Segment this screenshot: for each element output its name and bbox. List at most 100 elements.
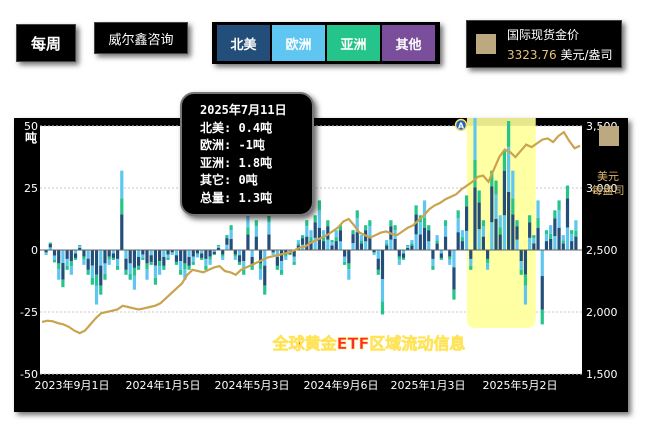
tab-asia[interactable]: 亚洲 (327, 25, 380, 61)
flow-bar (561, 235, 565, 241)
tab-north-america[interactable]: 北美 (217, 25, 270, 61)
x-tick-label: 2024年1月5日 (126, 378, 201, 392)
flow-bar (195, 254, 200, 258)
flow-bar (141, 250, 145, 255)
flow-bar (57, 263, 61, 270)
flow-bar (115, 265, 120, 270)
flow-bar (162, 250, 166, 257)
flow-bar (99, 265, 103, 286)
flow-bar (469, 258, 473, 266)
flow-bar (107, 256, 111, 260)
flow-bar (52, 250, 57, 256)
flow-bar (523, 274, 528, 286)
gold-price-swatch (476, 34, 496, 54)
flow-bar (410, 240, 414, 244)
flow-bar (279, 261, 284, 270)
flow-bar (233, 250, 237, 255)
flow-bar (368, 220, 372, 227)
flow-bar (313, 222, 317, 238)
flow-bar (322, 237, 326, 242)
y2-tick-label: 2,000 (586, 306, 618, 319)
flow-bar (288, 250, 292, 252)
brand-button[interactable]: 威尔鑫咨询 (94, 22, 188, 54)
tooltip-line: 总量: 1.3吨 (200, 190, 273, 205)
flow-bar (179, 250, 183, 262)
x-tick-label: 2023年9月1日 (35, 378, 110, 392)
flow-bar (464, 206, 469, 231)
flow-bar (477, 190, 481, 203)
flow-bar (498, 215, 502, 228)
flow-bar (536, 200, 540, 218)
flow-bar (490, 170, 494, 187)
x-tick-label: 2024年9月6日 (304, 378, 379, 392)
flow-bar (246, 234, 250, 250)
flow-bar (494, 194, 498, 219)
flow-bar (128, 263, 132, 274)
flow-bar (90, 277, 94, 285)
flow-bar (300, 235, 305, 239)
y-tick-label: 50 (24, 120, 38, 133)
flow-bar (456, 218, 460, 233)
flow-bar (162, 256, 166, 266)
weekly-button[interactable]: 每周 (16, 24, 76, 62)
gold-price-line (41, 130, 581, 335)
flow-bar (376, 250, 380, 259)
flow-bar (486, 258, 490, 263)
x-tick-label: 2025年5月2日 (483, 378, 558, 392)
flow-bar (179, 269, 183, 275)
flow-bar (380, 279, 385, 302)
flow-bar (82, 250, 86, 257)
flow-bar (90, 250, 94, 266)
flow-bar (355, 210, 359, 219)
flow-bar (187, 250, 191, 257)
flow-bar (431, 258, 435, 266)
flow-bar (544, 241, 549, 250)
flow-bar (477, 202, 481, 230)
flow-bar (242, 269, 246, 275)
flow-bar (359, 243, 364, 250)
flow-bar (439, 250, 443, 254)
flow-bar (414, 214, 418, 235)
flow-bar (406, 247, 410, 250)
y-tick-label: -50 (20, 368, 38, 381)
flow-bar (124, 258, 128, 270)
flow-bar (570, 241, 574, 250)
flow-bar (263, 265, 267, 286)
flow-bar (94, 274, 99, 286)
flow-bar (132, 250, 136, 268)
flow-bar (473, 118, 477, 160)
flow-bar (267, 215, 271, 223)
flow-bar (179, 261, 183, 270)
flow-bar (347, 269, 351, 280)
tab-europe[interactable]: 欧洲 (272, 25, 325, 61)
etf-flow-chart: 吨50250-25-503,5003,0002,5002,0001,500美元每… (20, 118, 625, 392)
flow-bar (347, 250, 351, 264)
flow-bar (69, 250, 73, 262)
flow-bar (44, 250, 48, 253)
flow-bar (158, 250, 162, 262)
flow-bar (511, 198, 515, 215)
tooltip-line: 其它: 0吨 (200, 173, 258, 187)
flow-bar (309, 237, 313, 242)
flow-bar (549, 233, 553, 239)
flow-bar (229, 225, 233, 231)
flow-bar (200, 253, 204, 258)
flow-bar (288, 253, 292, 255)
y2-axis-label: 美元 (597, 170, 619, 183)
flow-bar (330, 245, 334, 250)
flow-bar (397, 256, 401, 260)
flow-bar (494, 180, 498, 195)
flow-bar (557, 200, 561, 211)
flow-bar (267, 222, 271, 235)
flow-bar (237, 250, 242, 256)
flow-bar (338, 225, 343, 231)
flow-bar (502, 150, 507, 171)
tab-other[interactable]: 其他 (382, 25, 435, 61)
flow-bar (473, 187, 477, 250)
flow-bar (86, 250, 90, 259)
flow-bar (414, 234, 418, 250)
flow-bar (284, 254, 288, 257)
flow-bar (401, 253, 406, 258)
flow-bar (103, 263, 107, 274)
flow-bar (364, 241, 368, 250)
